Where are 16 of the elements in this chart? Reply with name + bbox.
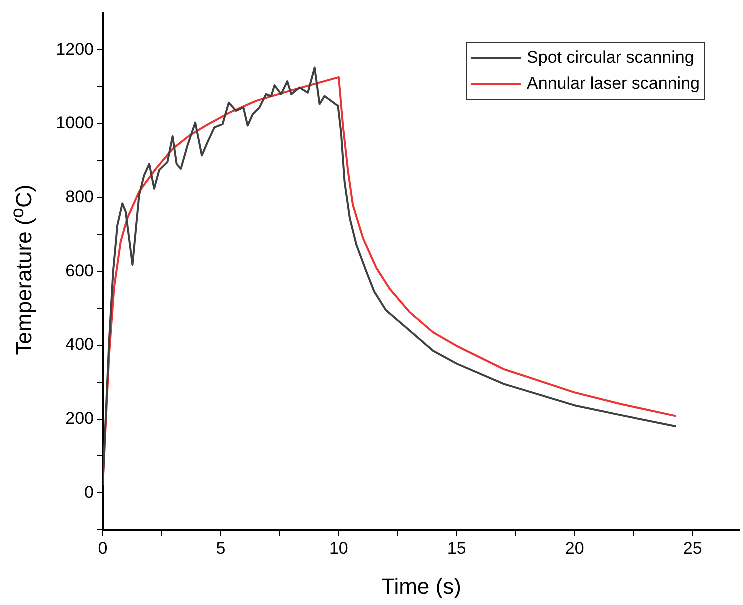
x-axis-title: Time (s)	[382, 574, 462, 599]
y-tick-label: 0	[84, 482, 94, 502]
x-tick-label: 0	[98, 538, 108, 558]
legend-label: Spot circular scanning	[527, 47, 694, 69]
y-tick-label: 600	[66, 261, 94, 280]
legend-label: Annular laser scanning	[527, 73, 700, 95]
y-tick-label: 800	[66, 187, 94, 206]
x-tick-label: 15	[447, 538, 466, 558]
x-tick-label: 25	[683, 538, 702, 558]
x-tick-label: 10	[329, 538, 348, 558]
y-tick-label: 200	[66, 408, 94, 428]
x-tick-label: 20	[565, 538, 584, 558]
x-tick-label: 5	[216, 538, 226, 558]
y-tick-label: 400	[66, 335, 94, 354]
y-tick-label: 1000	[56, 114, 94, 133]
y-tick-label: 1200	[56, 40, 94, 59]
